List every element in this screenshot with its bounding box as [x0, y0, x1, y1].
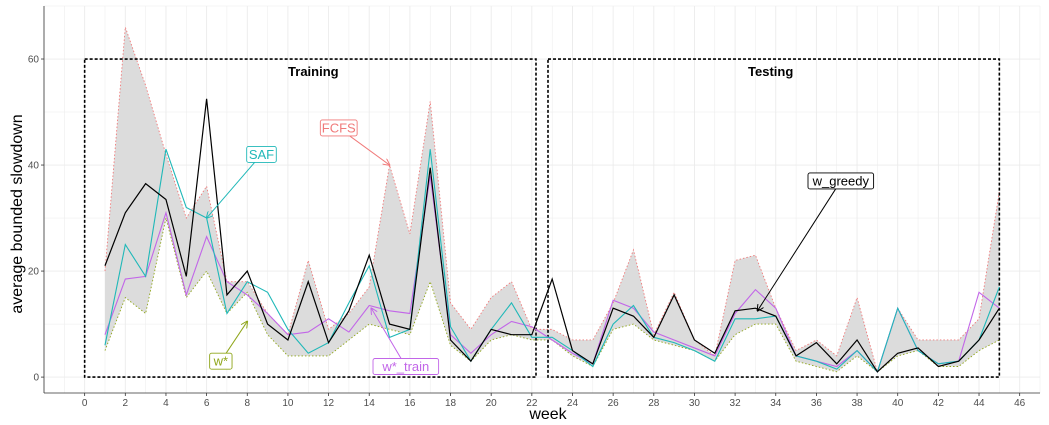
annotation-box: [319, 119, 358, 137]
x-tick-label: 22: [526, 398, 538, 409]
x-tick-label: 32: [730, 398, 742, 409]
annotation-w-greedy: w_greedy: [757, 172, 875, 311]
x-tick-label: 34: [770, 398, 782, 409]
annotation-arrow: [757, 188, 837, 311]
x-tick-label: 30: [689, 398, 701, 409]
x-tick-label: 8: [244, 398, 250, 409]
y-tick-label: 0: [33, 373, 39, 384]
x-axis-title: week: [528, 406, 567, 423]
series-lines: [104, 98, 1000, 373]
annotation-arrow: [371, 308, 402, 359]
annotation-arrow: [349, 135, 390, 165]
annotation-label: w*: [213, 354, 228, 369]
x-tick-label: 46: [1014, 398, 1026, 409]
x-tick-label: 26: [608, 398, 620, 409]
region-label-training: Training: [288, 64, 339, 79]
axes: 0 2 4 6 8 10 12 14 16 18 20 22 24 26 28 30 32 34 36 38 40 42 4…: [28, 6, 1040, 409]
x-tick-label: 0: [82, 398, 88, 409]
annotation-saf: SAF: [207, 145, 277, 218]
band-upper-line: [104, 27, 1000, 374]
x-tick-label: 42: [933, 398, 945, 409]
x-tick-label: 10: [282, 398, 294, 409]
x-tick-label: 16: [404, 398, 416, 409]
annotation-label: w*_train: [381, 359, 429, 374]
annotation-arrow: [225, 321, 247, 354]
x-tick-label: 2: [123, 398, 129, 409]
x-tick-label: 38: [851, 398, 863, 409]
annotations: FCFS SAF w_greedy w* w*_train: [207, 119, 875, 375]
x-tick-label: 28: [648, 398, 660, 409]
x-tick-label: 20: [486, 398, 498, 409]
annotation-w-: w*: [209, 321, 248, 370]
annotation-label: w_greedy: [812, 173, 870, 188]
annotation-label: FCFS: [322, 120, 356, 135]
x-tick-label: 40: [892, 398, 904, 409]
series-line-saf: [104, 148, 1000, 373]
annotation-box: [372, 358, 440, 375]
annotation-label: SAF: [249, 147, 274, 162]
y-tick-label: 40: [28, 161, 40, 172]
x-tick-label: 44: [973, 398, 985, 409]
x-tick-label: 4: [163, 398, 169, 409]
y-tick-label: 20: [28, 267, 40, 278]
annotation-box: [209, 352, 233, 370]
annotation-box: [807, 172, 875, 190]
band-area: [104, 27, 1000, 372]
x-tick-label: 12: [323, 398, 335, 409]
x-tick-label: 14: [364, 398, 376, 409]
annotation-arrow: [207, 162, 255, 218]
y-tick-label: 60: [28, 55, 40, 66]
annotation-fcfs: FCFS: [319, 119, 390, 165]
region-box-training: [83, 58, 537, 378]
annotation-w--train: w*_train: [371, 308, 440, 375]
y-axis-title: average bounded slowdown: [9, 114, 26, 313]
region-box-testing: [547, 58, 1001, 378]
region-label-testing: Testing: [748, 64, 793, 79]
regions: Training Testing: [83, 58, 1001, 378]
series-line-w-greedy: [104, 98, 1000, 373]
annotation-box: [246, 145, 277, 163]
x-tick-label: 18: [445, 398, 457, 409]
x-tick-label: 6: [204, 398, 210, 409]
series-line-w--train: [104, 175, 1000, 373]
x-tick-label: 36: [811, 398, 823, 409]
x-tick-label: 24: [567, 398, 579, 409]
